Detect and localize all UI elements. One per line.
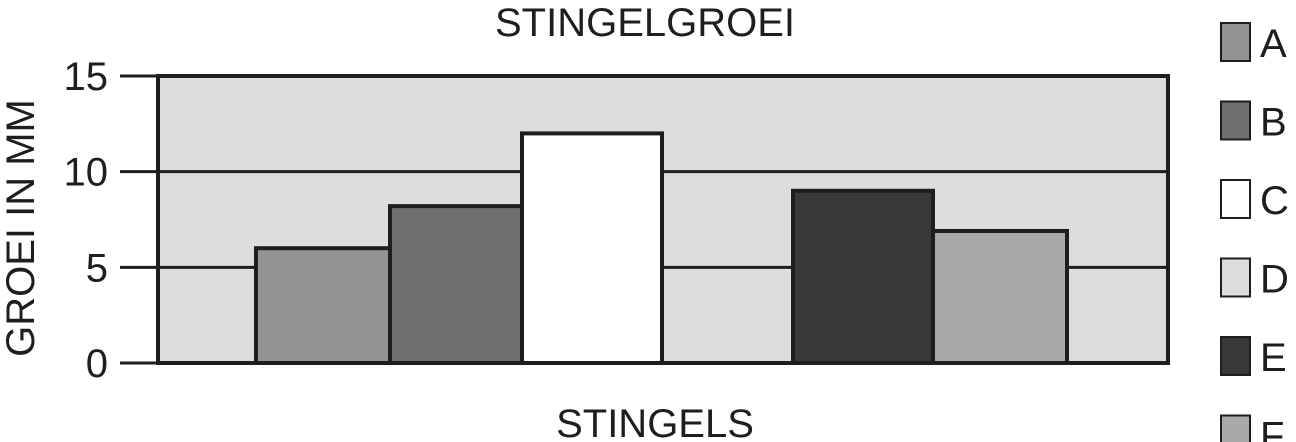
y-tick-label: 10 xyxy=(64,151,109,195)
legend-swatch-a xyxy=(1220,22,1251,62)
bar-f xyxy=(931,228,1069,365)
y-tick-label: 5 xyxy=(86,246,108,290)
bar-c xyxy=(520,131,664,365)
legend-label-c: C xyxy=(1260,179,1289,223)
bar-e xyxy=(791,188,935,365)
legend-label-a: A xyxy=(1260,22,1287,66)
x-axis-label: STINGELS xyxy=(556,402,754,442)
legend-label-f: F xyxy=(1260,415,1284,442)
y-tick-label: 0 xyxy=(86,342,108,386)
legend-swatch-c xyxy=(1220,179,1251,219)
legend-swatch-b xyxy=(1220,100,1251,141)
chart-title: STINGELGROEI xyxy=(495,1,795,45)
bar-b xyxy=(388,204,524,365)
bar-a xyxy=(254,246,392,365)
y-tick-label: 15 xyxy=(64,55,109,99)
legend-label-e: E xyxy=(1260,336,1287,380)
legend-label-b: B xyxy=(1260,101,1287,145)
y-axis-label: GROEI IN MM xyxy=(0,99,43,357)
plot-frame xyxy=(156,74,1170,365)
legend-swatch-f xyxy=(1220,414,1251,442)
legend-label-d: D xyxy=(1260,258,1289,302)
legend-swatch-d xyxy=(1220,257,1251,298)
legend-swatch-e xyxy=(1220,336,1251,376)
